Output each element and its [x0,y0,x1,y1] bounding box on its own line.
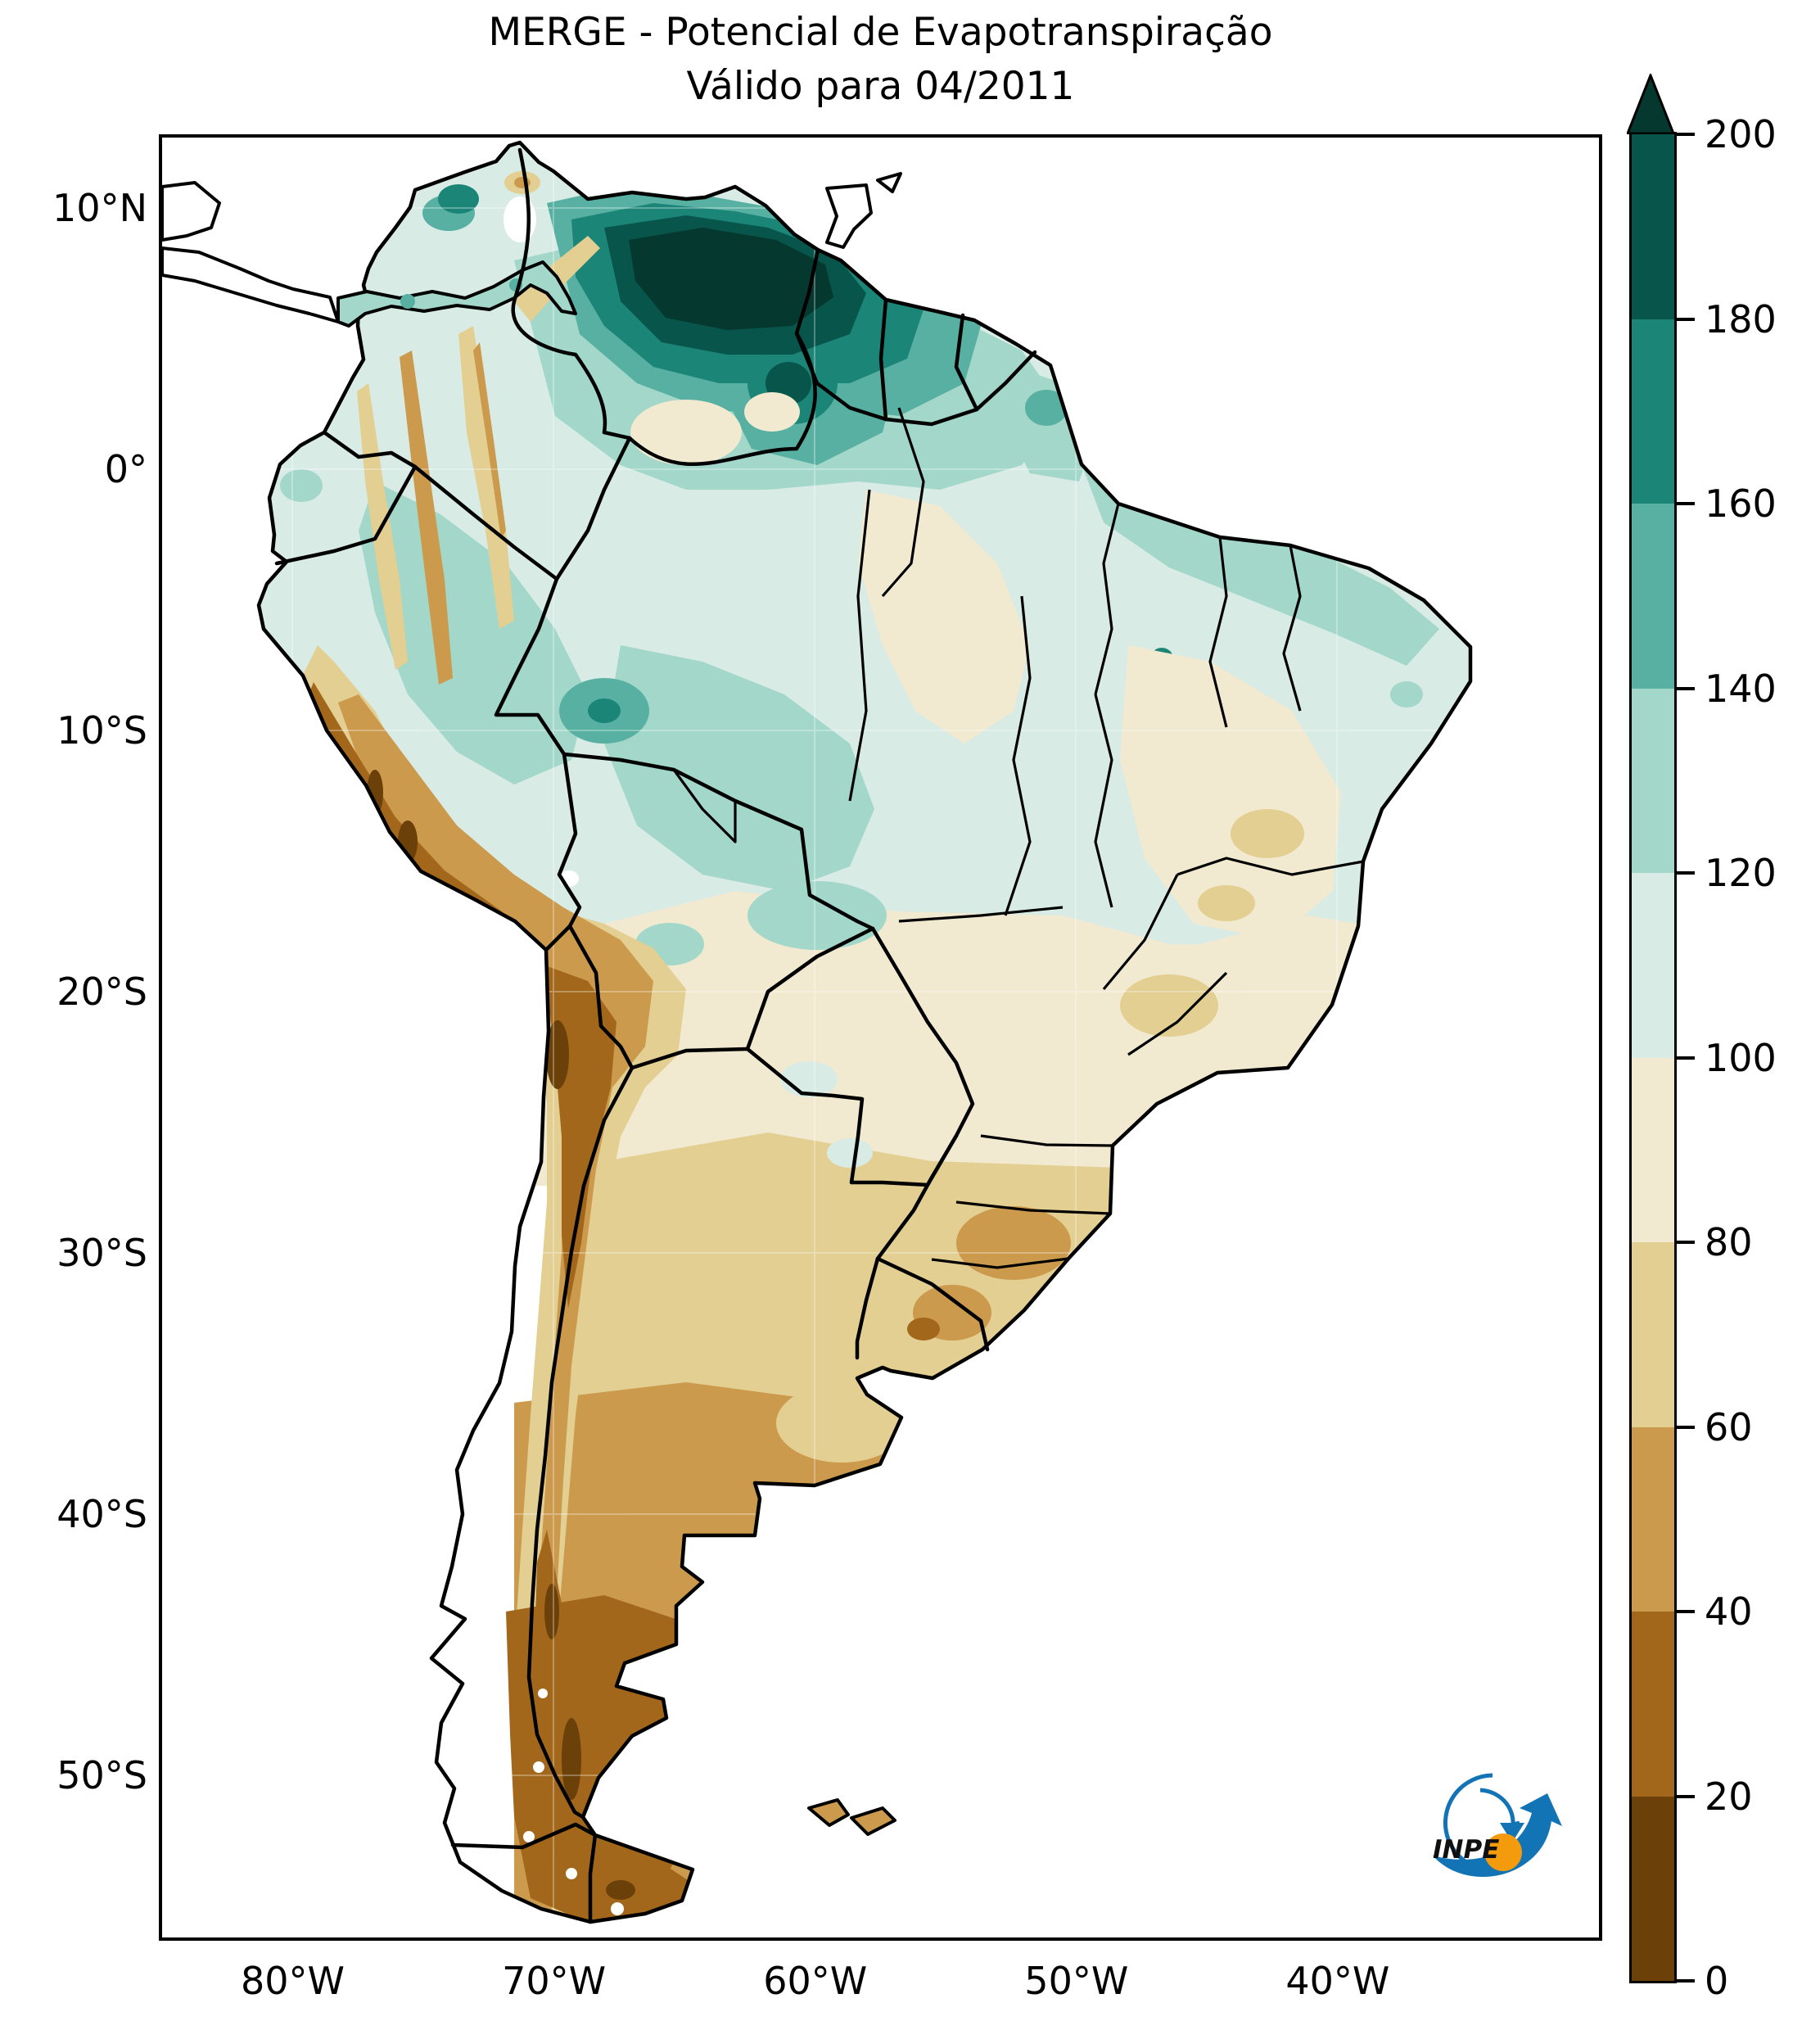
south-america-map [162,140,1473,1924]
y-tick-label: 30°S [56,1231,147,1276]
colorbar-band-100-120 [1632,873,1674,1058]
map-panel [159,134,1602,1941]
y-tick-label: 50°S [56,1753,147,1798]
colorbar-tick-label: 180 [1705,296,1777,341]
colorbar-band-60-80 [1632,1242,1674,1427]
colorbar-band-160-180 [1632,319,1674,504]
x-tick-label: 50°W [1024,1959,1129,2003]
colorbar-tick-label: 120 [1705,851,1777,895]
colorbar-band-40-60 [1632,1426,1674,1612]
raster-field [259,142,1470,1922]
colorbar [1629,132,1677,1983]
colorbar-tick-mark [1677,686,1695,690]
central-america [162,181,577,328]
x-tick-label: 60°W [763,1959,868,2003]
colorbar-band-140-160 [1632,504,1674,689]
colorbar-tick-label: 20 [1705,1774,1753,1819]
colorbar-tick-label: 60 [1705,1404,1753,1449]
colorbar-tick-label: 140 [1705,666,1777,711]
logo-swirl-inner [1479,1788,1520,1828]
y-tick-label: 40°S [56,1492,147,1537]
x-tick-label: 70°W [502,1959,607,2003]
colorbar-tick-mark [1677,502,1695,505]
colorbar-tick-mark [1677,1425,1695,1429]
colorbar-tick-label: 40 [1705,1589,1753,1634]
logo-text: INPE [1433,1835,1499,1865]
colorbar-tick-label: 160 [1705,482,1777,526]
country-borders [274,147,1037,1924]
state-borders [672,407,1364,1269]
x-tick-label: 80°W [241,1959,345,2003]
colorbar-tick-mark [1677,871,1695,875]
colorbar-tick-label: 0 [1705,1959,1729,2003]
logo-swoosh-arrow [1433,1793,1562,1877]
colorbar-band-20-40 [1632,1612,1674,1797]
logo-arrow-down [1500,1823,1524,1842]
y-tick-label: 0° [104,447,147,492]
colorbar-tick-mark [1677,1056,1695,1060]
chart-title: MERGE - Potencial de Evapotranspiração [488,10,1273,55]
y-tick-label: 10°N [52,186,147,231]
colorbar-tick-label: 100 [1705,1035,1777,1080]
colorbar-tick-mark [1677,1241,1695,1244]
x-tick-label: 40°W [1285,1959,1390,2003]
colorbar-tick-label: 200 [1705,112,1777,156]
y-tick-label: 10°S [56,708,147,753]
colorbar-tick-label: 80 [1705,1220,1753,1264]
colorbar-tick-mark [1677,1979,1695,1983]
chart-subtitle: Válido para 04/2011 [686,64,1075,109]
colorbar-tick-mark [1677,317,1695,321]
inpe-logo: INPE [1433,1773,1562,1877]
colorbar-band-80-100 [1632,1057,1674,1242]
colorbar-tick-mark [1677,133,1695,136]
logo-orange-dot [1484,1833,1522,1871]
islands [807,172,902,1836]
colorbar-tick-mark [1677,1794,1695,1798]
colorbar-band-180-200 [1632,134,1674,319]
y-tick-label: 20°S [56,970,147,1015]
colorbar-band-0-20 [1632,1796,1674,1981]
colorbar-band-120-140 [1632,688,1674,873]
colorbar-tick-mark [1677,1610,1695,1613]
colorbar-extend-arrow [1627,74,1674,134]
